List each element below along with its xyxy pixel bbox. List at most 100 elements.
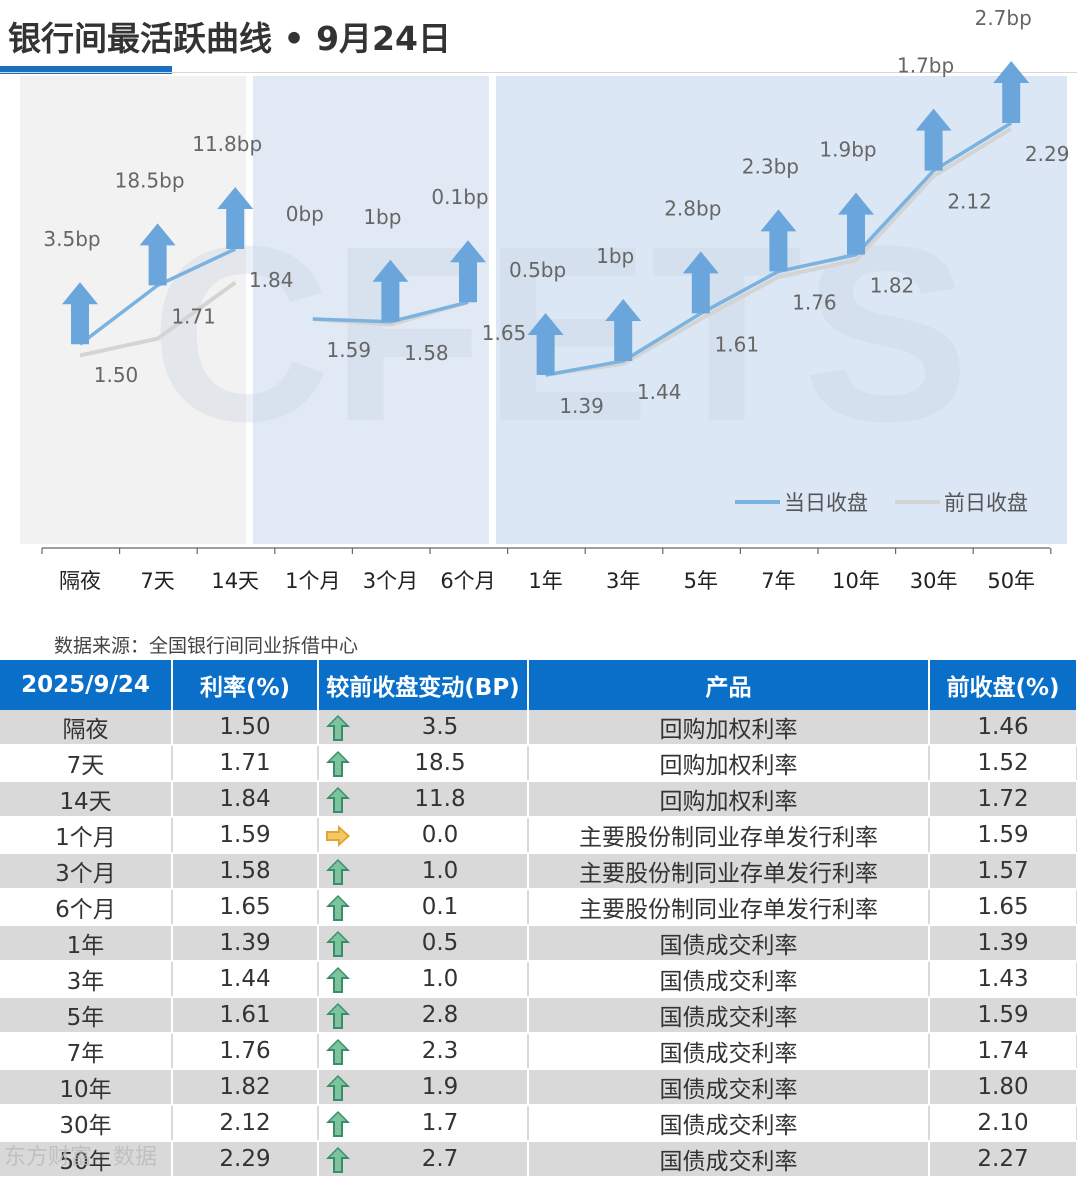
cell-change: 1.0 [318,961,529,998]
watermark-logo: 东方财富 · 数据 [4,1145,157,1170]
value-data-label: 1.71 [171,304,216,328]
cell-rate: 1.59 [172,817,319,854]
table-row: 7天 1.71 18.5 回购加权利率 1.52 [0,745,1077,782]
cell-product: 主要股份制同业存单发行利率 [528,817,930,854]
change-value: 0.0 [421,822,459,848]
cell-product: 回购加权利率 [528,745,930,782]
arrow-up-icon [325,750,351,778]
change-value: 18.5 [414,750,466,776]
cell-tenor: 6个月 [0,889,173,926]
cell-tenor: 1个月 [0,817,173,854]
cell-change: 2.7 [318,1141,529,1178]
x-tick-label: 50年 [987,569,1035,593]
change-value: 0.5 [421,930,459,956]
cell-prev-close: 1.52 [929,745,1077,782]
cell-rate: 1.82 [172,1069,319,1106]
cell-product: 国债成交利率 [528,925,930,962]
x-tick-label: 隔夜 [59,569,101,593]
change-data-label: 2.8bp [664,196,721,220]
cell-prev-close: 2.10 [929,1105,1077,1142]
cell-product: 国债成交利率 [528,1033,930,1070]
x-tick-label: 1年 [528,569,562,593]
value-data-label: 1.76 [792,290,837,314]
title-accent-bar [0,66,172,74]
cell-prev-close: 1.46 [929,710,1077,746]
cell-rate: 1.44 [172,961,319,998]
cell-tenor: 隔夜 [0,710,173,746]
page-title: 银行间最活跃曲线 • 9月24日 [8,19,451,58]
change-value: 3.5 [421,714,459,740]
x-tick-label: 3个月 [363,569,418,593]
value-data-label: 1.50 [94,363,139,387]
cell-product: 国债成交利率 [528,1141,930,1178]
cell-change: 0.0 [318,817,529,854]
change-data-label: 0.5bp [509,258,566,282]
header-product: 产品 [528,660,930,710]
cell-tenor: 1年 [0,925,173,962]
x-tick-label: 7天 [140,569,174,593]
arrow-right-icon [325,822,351,850]
arrow-up-icon [325,930,351,958]
cell-prev-close: 2.27 [929,1141,1077,1178]
value-data-label: 1.44 [637,380,682,404]
change-value: 2.8 [421,1002,459,1028]
x-tick-label: 1个月 [285,569,340,593]
x-tick-label: 14天 [211,569,259,593]
change-up-arrow-icon [527,313,564,375]
cell-rate: 1.58 [172,853,319,890]
change-data-label: 11.8bp [192,132,262,156]
change-data-label: 3.5bp [43,227,100,251]
cell-product: 国债成交利率 [528,1105,930,1142]
cell-product: 回购加权利率 [528,781,930,818]
table-row: 6个月 1.65 0.1 主要股份制同业存单发行利率 1.65 [0,889,1077,926]
table-row: 3个月 1.58 1.0 主要股份制同业存单发行利率 1.57 [0,853,1077,890]
change-data-label: 0bp [286,202,324,226]
cell-rate: 1.84 [172,781,319,818]
table-row: 7年 1.76 2.3 国债成交利率 1.74 [0,1033,1077,1070]
value-data-label: 2.12 [947,190,992,214]
cell-tenor: 7天 [0,745,173,782]
cell-rate: 1.71 [172,745,319,782]
cell-change: 2.8 [318,997,529,1034]
change-value: 1.7 [421,1110,459,1136]
cell-prev-close: 1.59 [929,817,1077,854]
rates-table: 2025/9/24 利率(%) 较前收盘变动(BP) 产品 前收盘(%) 隔夜 1… [0,660,1077,1178]
change-up-arrow-icon [217,187,254,249]
change-value: 1.0 [421,966,459,992]
change-data-label: 1bp [596,244,634,268]
table-row: 1个月 1.59 0.0 主要股份制同业存单发行利率 1.59 [0,817,1077,854]
change-up-arrow-icon [682,251,719,314]
table-row: 10年 1.82 1.9 国债成交利率 1.80 [0,1069,1077,1106]
cell-product: 回购加权利率 [528,710,930,746]
cell-rate: 1.65 [172,889,319,926]
cell-prev-close: 1.57 [929,853,1077,890]
value-data-label: 1.84 [249,268,294,292]
change-value: 2.7 [421,1146,459,1172]
change-up-arrow-icon [605,299,642,361]
cell-rate: 2.29 [172,1141,319,1178]
x-tick-label: 3年 [606,569,640,593]
change-value: 11.8 [414,786,466,812]
cell-rate: 1.50 [172,710,319,746]
arrow-up-icon [325,1074,351,1102]
change-data-label: 1bp [363,205,401,229]
table-row: 14天 1.84 11.8 回购加权利率 1.72 [0,781,1077,818]
cell-tenor: 3年 [0,961,173,998]
title-divider [0,72,1077,73]
change-data-label: 1.9bp [819,138,876,162]
cell-tenor: 30年 [0,1105,173,1142]
cell-tenor: 14天 [0,781,173,818]
legend-label-today: 当日收盘 [784,491,868,515]
header-prev: 前收盘(%) [929,660,1077,710]
value-data-label: 1.65 [482,321,527,345]
arrow-up-icon [325,858,351,886]
cell-prev-close: 1.43 [929,961,1077,998]
cell-change: 1.0 [318,853,529,890]
arrow-up-icon [325,1110,351,1138]
arrow-up-icon [325,1038,351,1066]
table-row: 30年 2.12 1.7 国债成交利率 2.10 [0,1105,1077,1142]
arrow-up-icon [325,894,351,922]
change-data-label: 18.5bp [115,168,185,192]
cell-prev-close: 1.65 [929,889,1077,926]
